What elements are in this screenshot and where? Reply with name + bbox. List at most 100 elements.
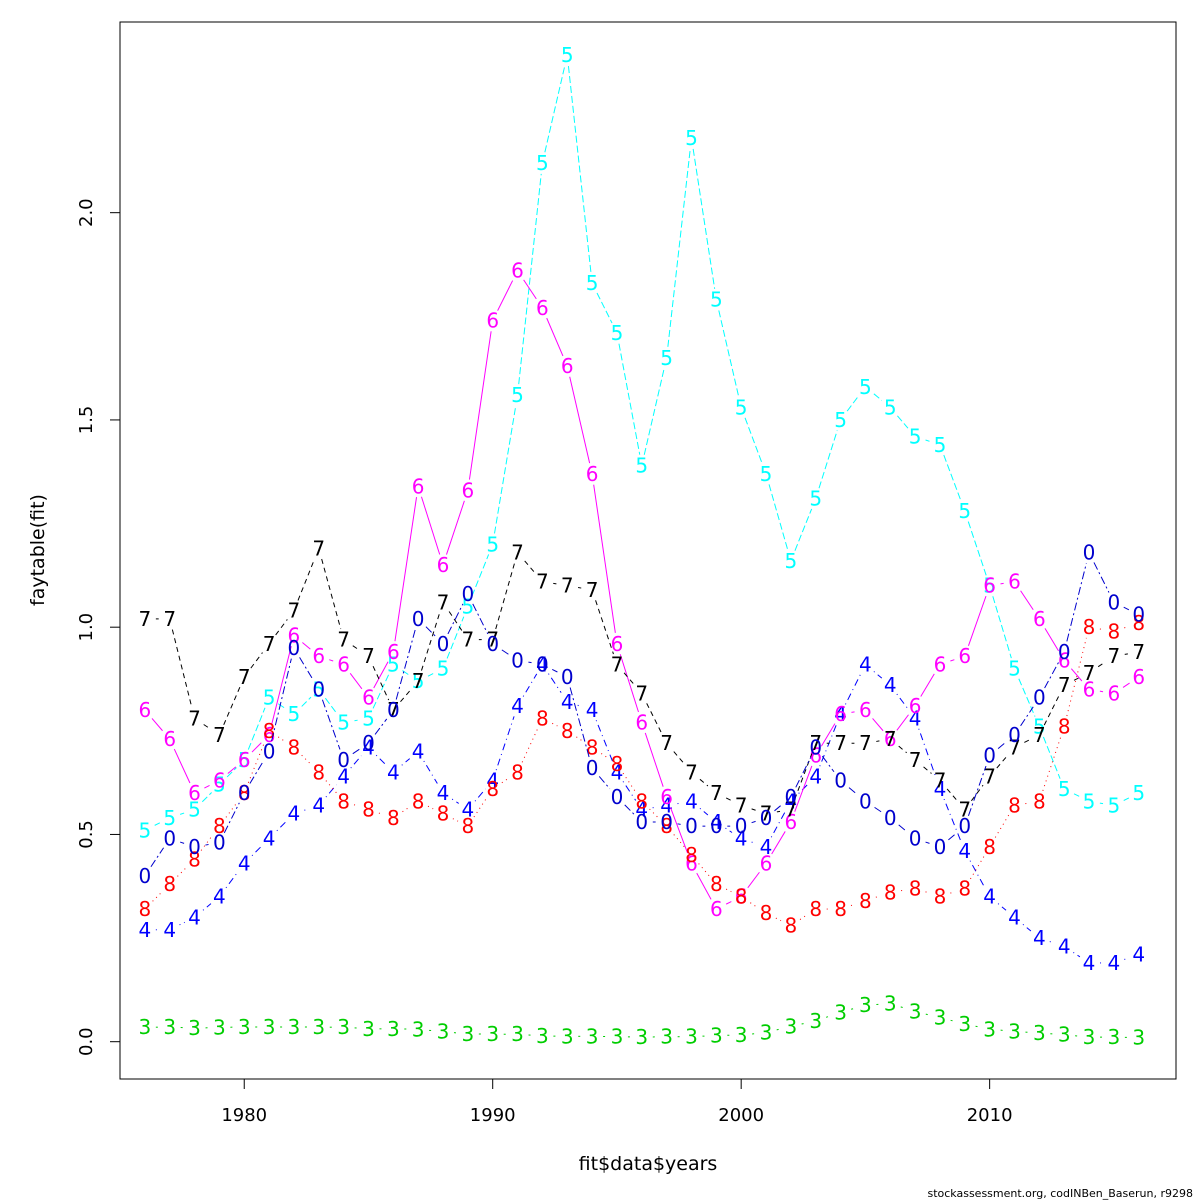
- series-0-segment: [967, 765, 987, 816]
- series-8-point: 8: [312, 760, 325, 784]
- series-6-segment: [644, 732, 664, 787]
- series-0-point: 0: [337, 748, 350, 772]
- series-5-segment: [247, 707, 266, 750]
- series-5-point: 5: [586, 271, 599, 295]
- series-8-point: 8: [785, 914, 798, 938]
- series-7-point: 7: [859, 731, 872, 755]
- series-7-segment: [699, 778, 709, 787]
- series-3-segment: [975, 1025, 980, 1028]
- series-0-segment: [271, 658, 292, 741]
- series-6-segment: [271, 646, 292, 725]
- series-6-segment: [446, 500, 465, 555]
- series-6-point: 6: [1083, 677, 1096, 701]
- series-5-segment: [846, 395, 860, 412]
- series-5-point: 5: [1033, 715, 1046, 739]
- series-4-point: 4: [138, 918, 151, 942]
- series-0-point: 0: [958, 814, 971, 838]
- series-6-segment: [227, 766, 237, 774]
- series-6-point: 6: [511, 259, 524, 283]
- series-3-point: 3: [238, 1015, 251, 1039]
- series-0-segment: [501, 649, 509, 655]
- series-5-segment: [943, 454, 962, 501]
- series-7-point: 7: [238, 665, 251, 689]
- series-8-segment: [925, 891, 930, 894]
- series-5-point: 5: [337, 711, 350, 735]
- series-7-segment: [898, 745, 907, 754]
- series-4-segment: [522, 673, 538, 697]
- series-5-segment: [446, 616, 465, 659]
- series-8-segment: [994, 814, 1010, 838]
- series-6-point: 6: [611, 632, 624, 656]
- series-5-point: 5: [859, 375, 872, 399]
- series-6-segment: [851, 711, 855, 713]
- series-4-segment: [622, 781, 637, 801]
- series-7-point: 7: [983, 764, 996, 788]
- series-4-point: 4: [1083, 951, 1096, 975]
- series-4-segment: [451, 798, 459, 804]
- series-0-point: 0: [809, 735, 822, 759]
- series-3-point: 3: [486, 1022, 499, 1046]
- series-5-point: 5: [561, 43, 574, 67]
- series-3-point: 3: [536, 1024, 549, 1048]
- series-3-point: 3: [461, 1022, 474, 1046]
- series-7-segment: [420, 612, 441, 671]
- series-8-segment: [970, 856, 985, 880]
- series-8-point: 8: [1083, 615, 1096, 639]
- series-6-point: 6: [983, 574, 996, 598]
- series-6-segment: [329, 659, 334, 662]
- series-4-segment: [677, 802, 681, 805]
- series-8-segment: [850, 903, 856, 907]
- series-0-point: 0: [760, 806, 773, 830]
- series-8-point: 8: [362, 798, 375, 822]
- series-0-segment: [472, 603, 489, 635]
- series-4-segment: [304, 808, 309, 811]
- series-3-point: 3: [983, 1017, 996, 1041]
- series-7-point: 7: [1058, 673, 1071, 697]
- series-6-segment: [204, 785, 210, 789]
- series-7-segment: [595, 600, 614, 655]
- series-5-point: 5: [288, 702, 301, 726]
- series-4-point: 4: [685, 789, 698, 813]
- series-4-segment: [401, 758, 411, 766]
- series-0-point: 0: [859, 789, 872, 813]
- series-6-segment: [1070, 668, 1083, 682]
- series-6-point: 6: [486, 308, 499, 332]
- series-3-point: 3: [660, 1025, 673, 1049]
- series-7-segment: [495, 563, 516, 630]
- series-0-segment: [425, 626, 436, 637]
- series-3-segment: [950, 1019, 955, 1022]
- series-5-segment: [618, 343, 641, 455]
- series-0-segment: [249, 760, 264, 784]
- footer-credit: stockassessment.org, codINBen_Baserun, r…: [927, 1187, 1193, 1200]
- series-0-segment: [795, 757, 812, 788]
- series-0-segment: [874, 806, 882, 813]
- series-7-point: 7: [437, 590, 450, 614]
- series-8-segment: [277, 736, 286, 742]
- series-5-segment: [1018, 678, 1036, 717]
- series-0-point: 0: [934, 835, 947, 859]
- series-5-point: 5: [934, 433, 947, 457]
- series-4-segment: [251, 846, 262, 857]
- series-5-point: 5: [163, 806, 176, 830]
- series-7-point: 7: [511, 541, 524, 565]
- series-5-point: 5: [536, 151, 549, 175]
- series-6-point: 6: [934, 652, 947, 676]
- series-3-segment: [900, 1006, 905, 1009]
- series-8-segment: [698, 863, 710, 877]
- series-4-segment: [202, 903, 212, 911]
- series-6-segment: [173, 748, 191, 784]
- series-4-point: 4: [735, 827, 748, 851]
- series-0-segment: [299, 657, 314, 681]
- series-0-segment: [352, 748, 360, 755]
- series-4-point: 4: [934, 777, 947, 801]
- series-5-segment: [596, 292, 613, 324]
- series-6-segment: [251, 742, 262, 753]
- series-8-point: 8: [461, 814, 474, 838]
- series-4-point: 4: [461, 798, 474, 822]
- series-4-point: 4: [1132, 943, 1145, 967]
- series-8-point: 8: [983, 835, 996, 859]
- series-3-point: 3: [859, 993, 872, 1017]
- series-5-segment: [372, 674, 390, 709]
